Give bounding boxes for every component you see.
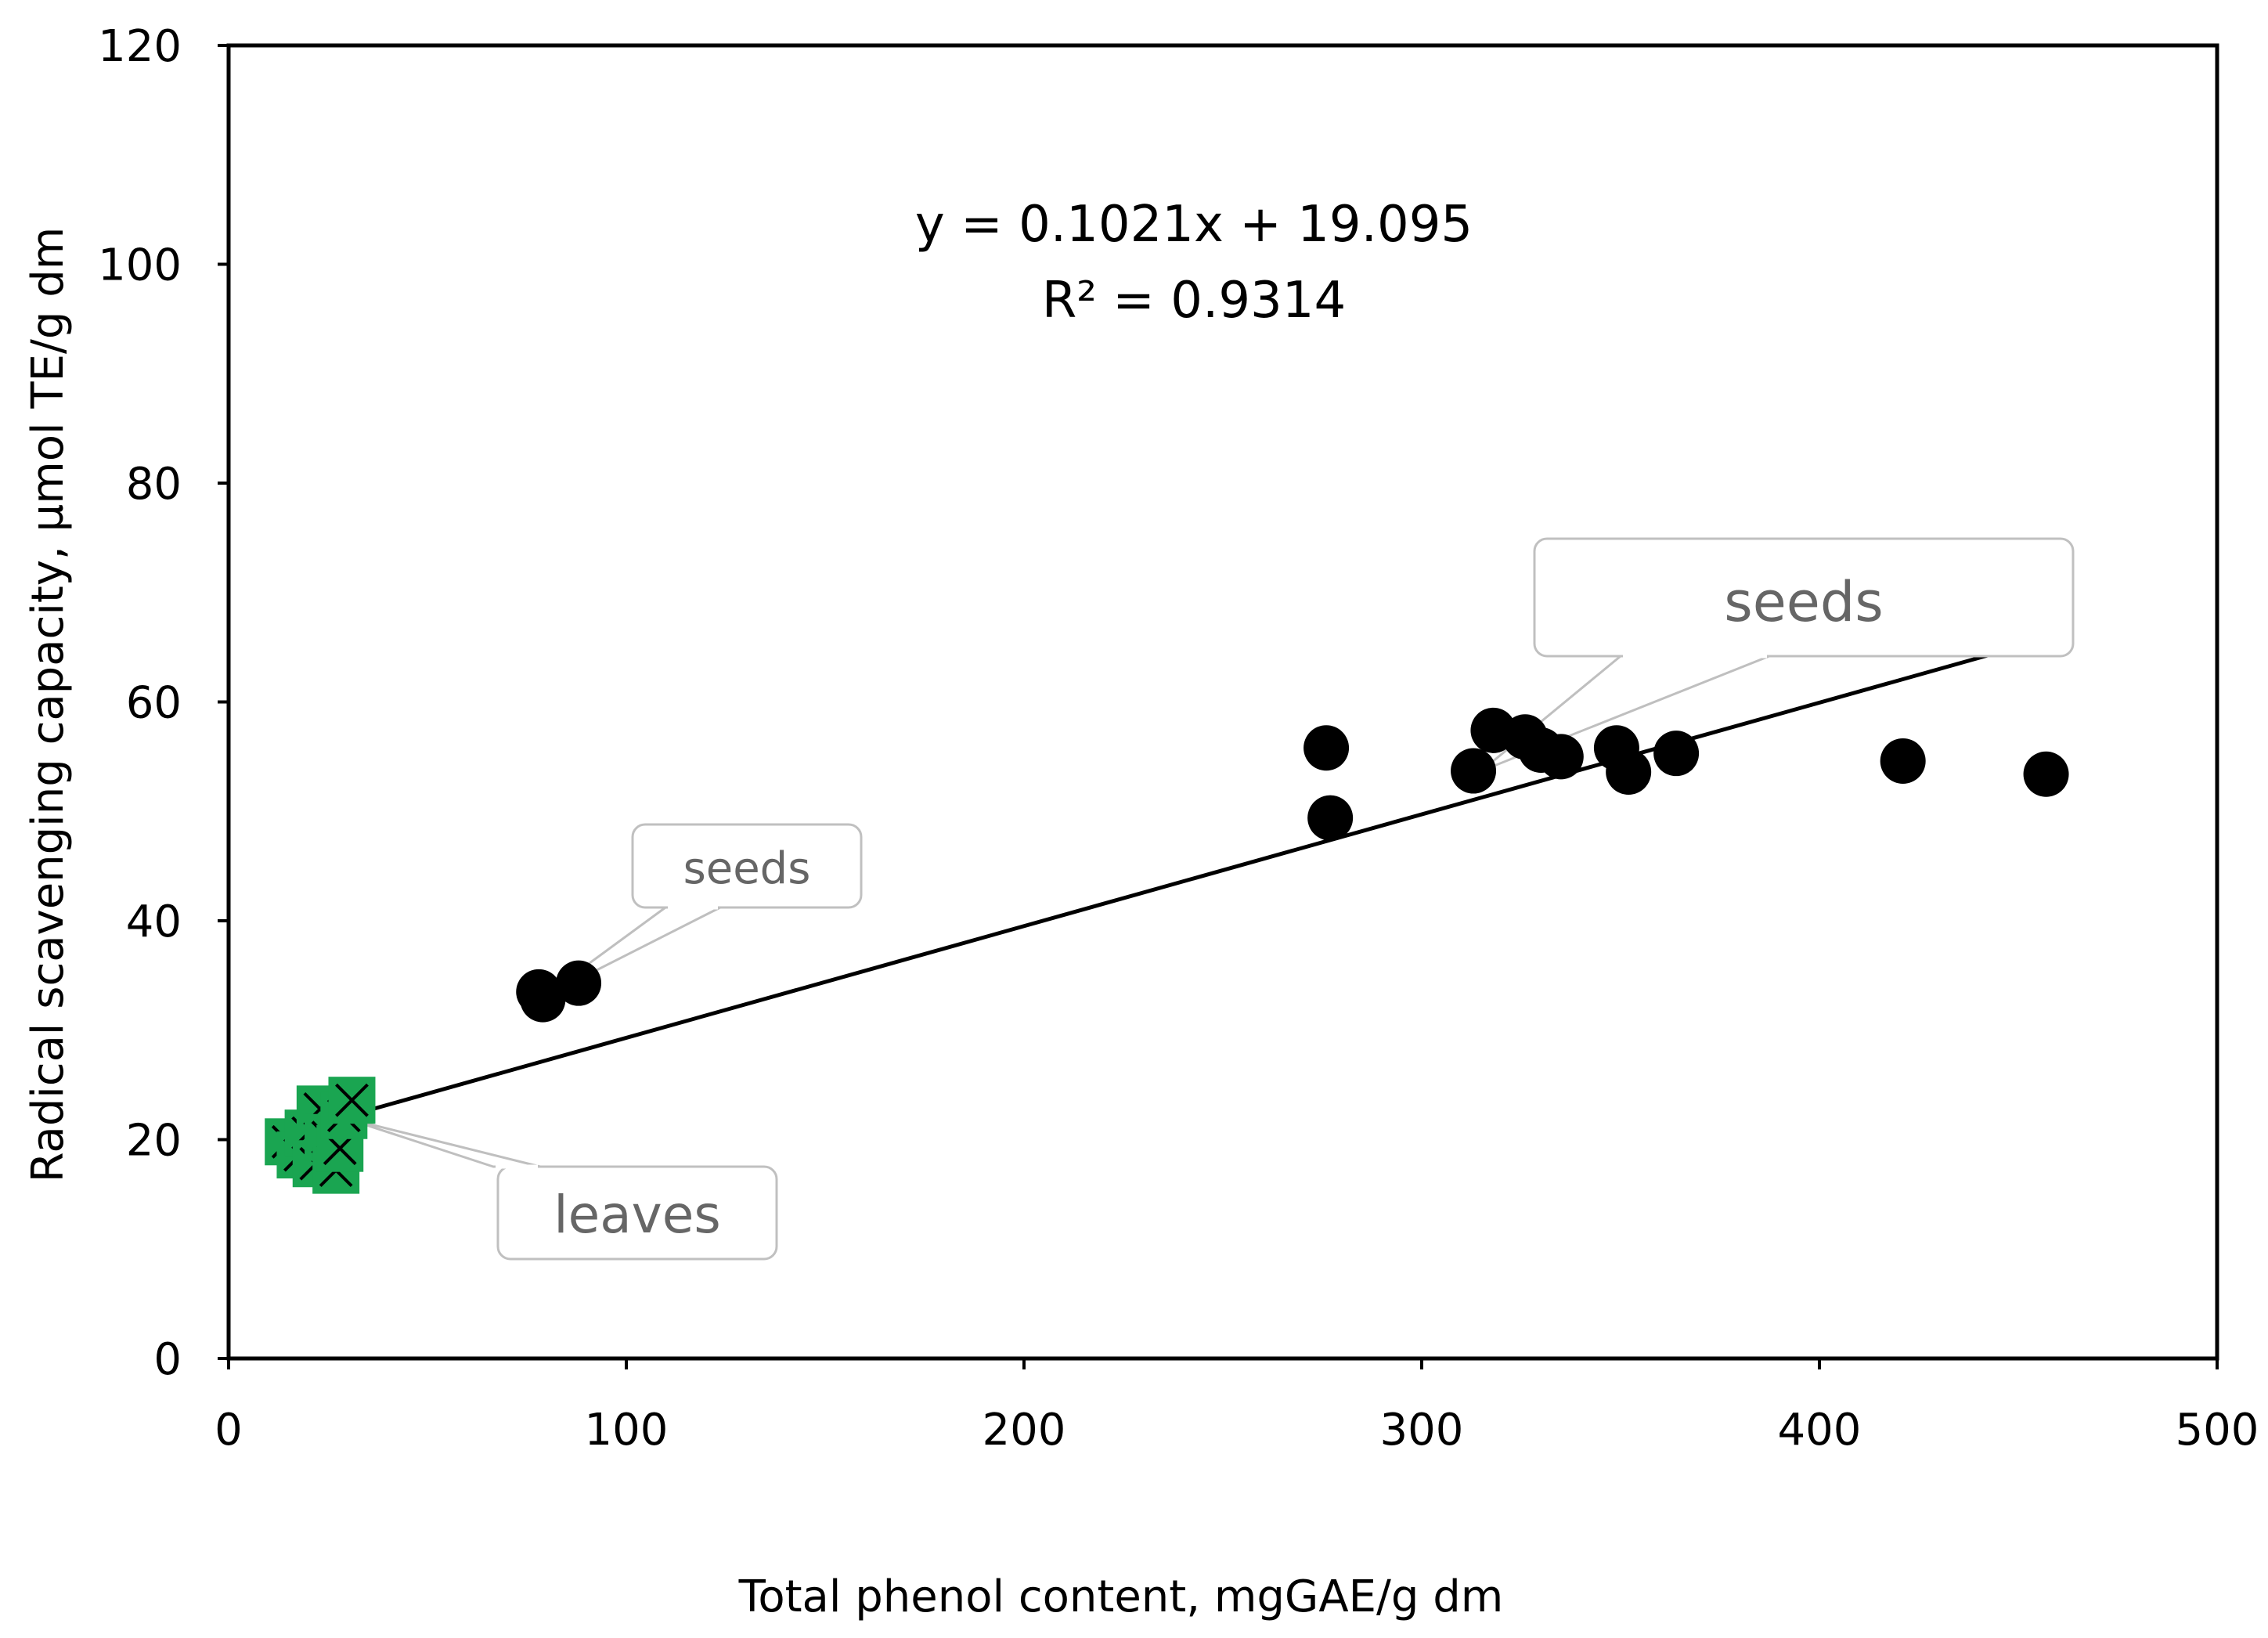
marker-cross bbox=[335, 1083, 369, 1117]
axis-tick-layer: 0 100 200 300 400 500 0 20 40 60 80 100 120 bbox=[98, 21, 2259, 1456]
callout-label: seeds bbox=[1724, 570, 1884, 634]
callout-box bbox=[631, 823, 863, 909]
data-point-seeds bbox=[1307, 795, 1354, 841]
y-tick-label: 100 bbox=[98, 240, 182, 291]
data-point-seeds bbox=[1303, 725, 1350, 771]
callout-label: leaves bbox=[553, 1185, 720, 1245]
data-point-seeds bbox=[1653, 731, 1700, 777]
r-squared-label: R² = 0.9314 bbox=[1042, 272, 1346, 330]
callout-seeds-small: seeds bbox=[631, 823, 863, 910]
data-point-seeds bbox=[556, 960, 602, 1006]
x-tick-label: 300 bbox=[1380, 1405, 1464, 1456]
callout-leaves: leaves bbox=[496, 1164, 778, 1261]
x-tick-label: 400 bbox=[1778, 1405, 1862, 1456]
callout-box-layer: seeds seeds leaves bbox=[496, 537, 2075, 1261]
x-axis-title: Total phenol content, mgGAE/g dm bbox=[738, 1571, 1504, 1622]
plot-area bbox=[226, 43, 2219, 1361]
data-point-seeds bbox=[1451, 748, 1497, 794]
callout-box bbox=[496, 1165, 778, 1261]
trendline-layer bbox=[287, 637, 2047, 1135]
x-tick-label: 0 bbox=[215, 1405, 243, 1456]
data-point-leaves bbox=[328, 1077, 376, 1124]
data-point-seeds bbox=[1606, 749, 1652, 795]
callout-box bbox=[1533, 537, 2075, 658]
trendline-equation: y = 0.1021x + 19.095 R² = 0.9314 bbox=[915, 196, 1473, 330]
data-point-seeds bbox=[2023, 751, 2069, 797]
data-point-layer bbox=[265, 707, 2069, 1194]
trendline bbox=[287, 637, 2047, 1135]
data-point-seeds bbox=[1880, 738, 1926, 784]
y-tick-label: 40 bbox=[126, 897, 182, 947]
callout-seeds-large: seeds bbox=[1533, 537, 2075, 658]
equation-label: y = 0.1021x + 19.095 bbox=[915, 196, 1473, 254]
y-axis-title: Radical scavenging capacity, µmol TE/g d… bbox=[23, 227, 74, 1183]
y-tick-label: 20 bbox=[126, 1116, 182, 1167]
x-tick-label: 100 bbox=[585, 1405, 669, 1456]
y-tick-label: 120 bbox=[98, 21, 182, 72]
x-tick-label: 200 bbox=[983, 1405, 1066, 1456]
y-tick-label: 0 bbox=[153, 1334, 182, 1385]
x-tick-label: 500 bbox=[2176, 1405, 2259, 1456]
data-point-seeds bbox=[1538, 734, 1584, 780]
data-point-seeds bbox=[520, 976, 566, 1023]
callout-label: seeds bbox=[683, 843, 811, 894]
y-tick-label: 80 bbox=[126, 459, 182, 510]
y-tick-label: 60 bbox=[126, 678, 182, 729]
